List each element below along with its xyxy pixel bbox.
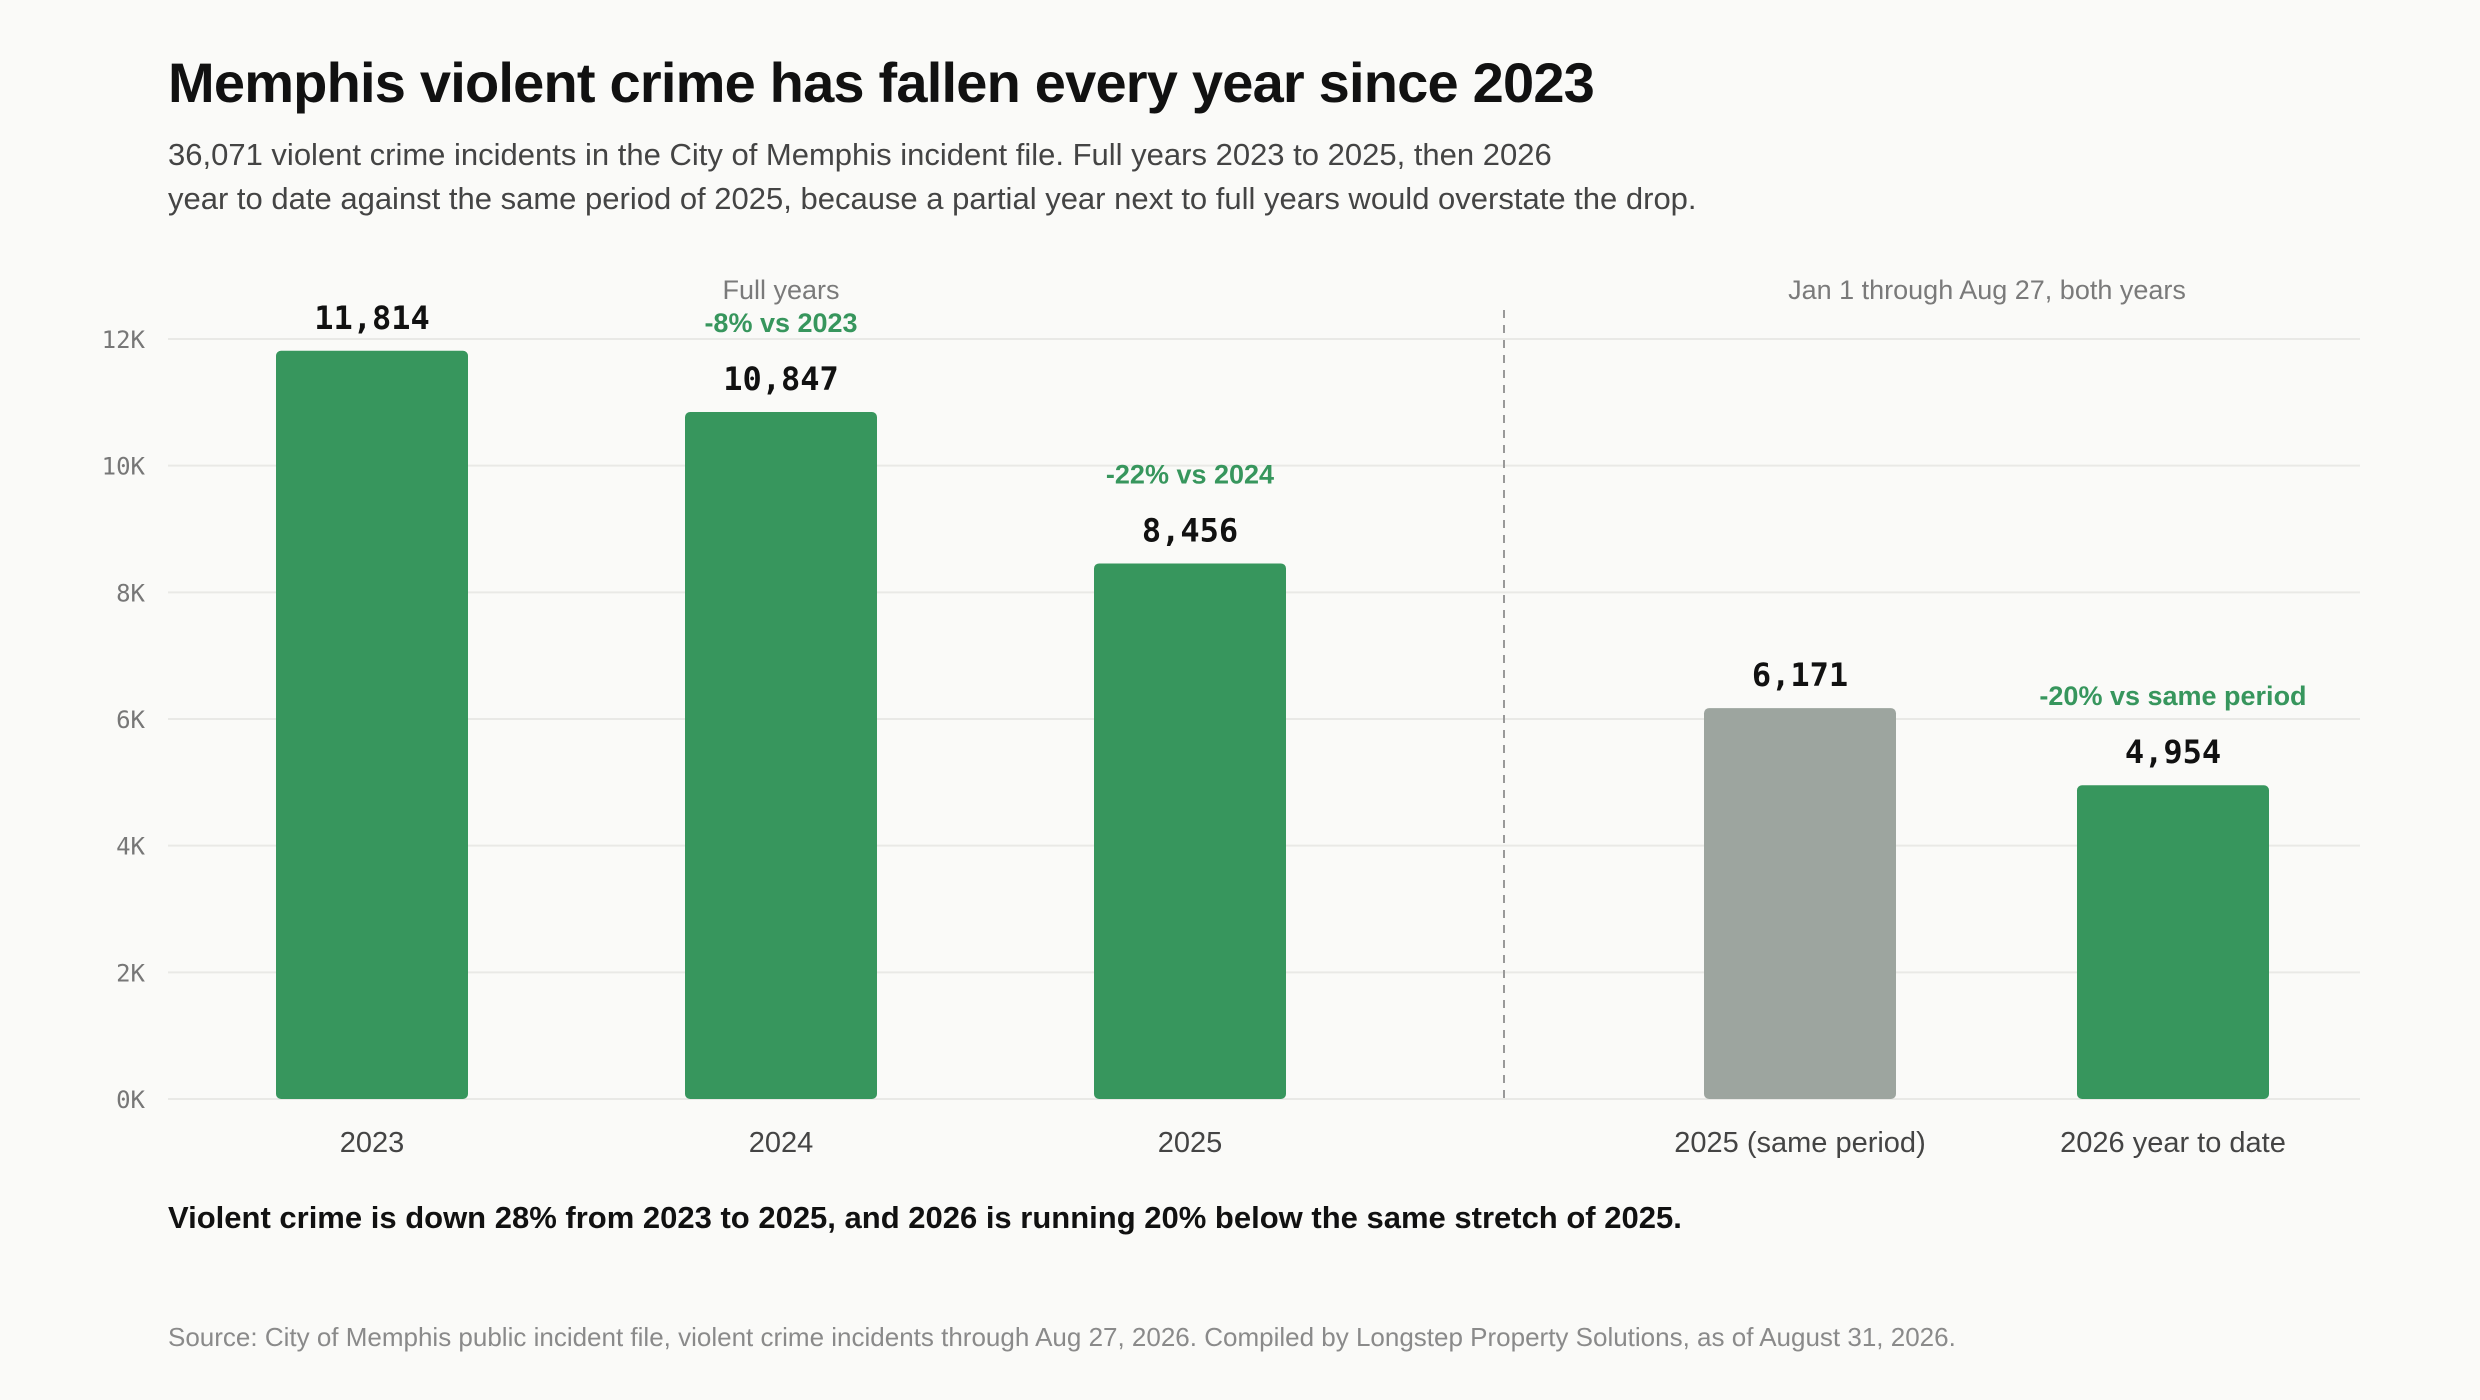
bar [276, 350, 468, 1099]
y-tick-label: 12K [102, 326, 146, 354]
bar [685, 412, 877, 1100]
bar [1704, 708, 1896, 1099]
y-tick-label: 0K [116, 1086, 145, 1114]
bar-value-label: 11,814 [314, 299, 430, 337]
bar [1094, 563, 1286, 1099]
chart-takeaway: Violent crime is down 28% from 2023 to 2… [168, 1200, 1682, 1235]
y-tick-label: 6K [116, 706, 145, 734]
subtitle-line-1: 36,071 violent crime incidents in the Ci… [168, 137, 1552, 172]
x-tick-label: 2025 [1158, 1127, 1223, 1159]
y-tick-label: 10K [102, 453, 146, 481]
bar-value-label: 8,456 [1142, 511, 1238, 549]
y-tick-label: 4K [116, 833, 145, 861]
source-note: Source: City of Memphis public incident … [168, 1322, 1956, 1352]
bar-value-label: 6,171 [1752, 656, 1848, 694]
panel-label: Jan 1 through Aug 27, both years [1788, 275, 2186, 305]
x-tick-label: 2024 [749, 1127, 814, 1159]
bar [2077, 785, 2269, 1099]
y-tick-label: 2K [116, 959, 145, 987]
panel-label: Full years [722, 275, 839, 305]
bar-value-label: 4,954 [2125, 733, 2221, 771]
bar-change-label: -8% vs 2023 [704, 308, 857, 338]
bar-change-label: -20% vs same period [2039, 681, 2306, 711]
x-tick-label: 2026 year to date [2060, 1127, 2286, 1159]
subtitle-line-2: year to date against the same period of … [168, 181, 1697, 216]
chart-title: Memphis violent crime has fallen every y… [168, 51, 1595, 114]
x-tick-label: 2023 [340, 1127, 405, 1159]
y-tick-label: 8K [116, 579, 145, 607]
x-tick-label: 2025 (same period) [1674, 1127, 1925, 1159]
bar-change-label: -22% vs 2024 [1106, 459, 1274, 489]
bar-value-label: 10,847 [723, 360, 839, 398]
chart-subtitle: 36,071 violent crime incidents in the Ci… [168, 133, 2068, 221]
